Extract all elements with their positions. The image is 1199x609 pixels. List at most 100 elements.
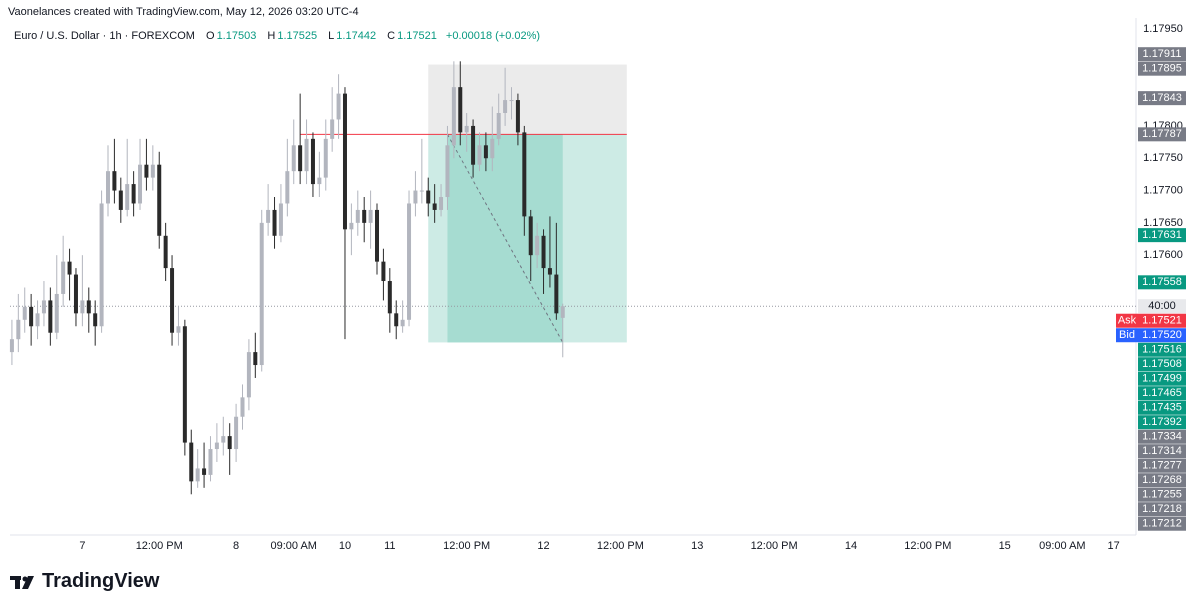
candle-body: [240, 397, 245, 417]
x-tick-label: 09:00 AM: [1039, 540, 1085, 552]
candle-body: [528, 216, 533, 256]
candle-body: [182, 326, 187, 443]
candle-body: [554, 274, 559, 314]
candle-body: [323, 138, 328, 178]
candle-body: [105, 171, 110, 204]
price-label-bg: [1138, 458, 1186, 473]
candle-body: [29, 306, 34, 327]
candle-body: [464, 125, 469, 133]
x-tick-label: 11: [384, 540, 395, 552]
candle-body: [86, 300, 91, 314]
legend: Euro / U.S. Dollar · 1h · FOREXCOM O 1.17…: [14, 30, 542, 42]
candle-body: [272, 209, 277, 236]
x-tick-label: 12:00 PM: [751, 540, 798, 552]
price-label: 1.17516: [1142, 344, 1182, 356]
candle-body: [208, 449, 213, 475]
x-tick-label: 12:00 PM: [443, 540, 490, 552]
candle-body: [80, 300, 85, 314]
candle-body: [317, 177, 322, 185]
candle-body: [259, 222, 264, 366]
price-label-bg: [1138, 487, 1186, 502]
candle-body: [48, 300, 53, 333]
candle-body: [278, 203, 283, 236]
candle-body: [522, 132, 527, 217]
candle-body: [266, 209, 271, 223]
y-tick-label: 1.17600: [1143, 249, 1183, 261]
legend-key: C: [387, 30, 396, 42]
price-label: 1.17218: [1142, 503, 1182, 515]
legend-key: L: [328, 30, 335, 42]
price-label: 1.17631: [1142, 229, 1182, 241]
candle-body: [291, 145, 296, 172]
price-label-bg: [1138, 516, 1186, 531]
legend-value: 1.17525: [277, 30, 318, 42]
candle-body: [560, 306, 565, 318]
candle-body: [144, 164, 149, 178]
price-label-bg: [1138, 127, 1186, 142]
candle-body: [515, 100, 520, 133]
candle-body: [407, 203, 412, 320]
candle-body: [61, 261, 66, 294]
price-label: 1.17435: [1142, 402, 1182, 414]
price-label: 1.17843: [1142, 92, 1182, 104]
price-label-bg: [1138, 444, 1186, 459]
candle-body: [477, 145, 482, 165]
x-tick-label: 10: [339, 540, 351, 552]
price-tag-bg: [1116, 313, 1138, 328]
candle-body: [496, 112, 501, 139]
price-label-bg: [1138, 275, 1186, 290]
y-tick-label: 1.17750: [1143, 152, 1183, 164]
price-label-bg: [1138, 61, 1186, 76]
legend-key: H: [267, 30, 276, 42]
candle-body: [285, 171, 290, 204]
candle-body: [362, 209, 367, 223]
legend-change: +0.00018 (+0.02%): [445, 30, 541, 42]
candle-body: [432, 203, 437, 210]
price-label: 1.17558: [1142, 276, 1182, 288]
price-label-bg: [1138, 386, 1186, 401]
x-tick-label: 15: [999, 540, 1011, 552]
price-label: 1.17314: [1142, 445, 1182, 457]
candle-body: [426, 190, 431, 204]
candle-body: [246, 352, 251, 398]
countdown-bg: [1138, 299, 1186, 314]
candle-body: [419, 190, 424, 192]
price-label-bg: [1138, 357, 1186, 372]
price-label: 1.17787: [1142, 128, 1182, 140]
candle-body: [138, 164, 143, 204]
legend-value: 1.17442: [336, 30, 377, 42]
price-label: 1.17268: [1142, 474, 1182, 486]
y-tick-label: 1.17950: [1143, 23, 1183, 35]
candle-body: [490, 138, 495, 159]
trade-path: [447, 134, 564, 343]
candle-body: [41, 300, 46, 314]
y-tick-label: 1.17650: [1143, 217, 1183, 229]
price-label: 1.17508: [1142, 358, 1182, 370]
price-label-bg: [1138, 328, 1186, 343]
price-label: 1.17911: [1143, 48, 1182, 60]
legend-key: O: [206, 30, 215, 42]
candle-body: [330, 119, 335, 139]
candle-body: [503, 100, 508, 113]
candle-body: [310, 138, 315, 185]
x-tick-label: 8: [233, 540, 239, 552]
price-label-bg: [1138, 91, 1186, 106]
candle-body: [163, 235, 168, 269]
price-label: 1.17521: [1142, 315, 1182, 327]
candle-body: [221, 436, 226, 443]
price-label: 1.17255: [1142, 489, 1182, 501]
candle-body: [189, 442, 194, 482]
price-label: 1.17499: [1142, 373, 1182, 385]
candle-body: [73, 274, 78, 314]
candle-body: [541, 235, 546, 269]
candle-body: [458, 87, 463, 133]
price-tag: Bid: [1119, 329, 1135, 341]
price-label: 1.17520: [1142, 329, 1182, 341]
candle-body: [400, 319, 405, 327]
price-label-bg: [1138, 371, 1186, 386]
candle-body: [336, 93, 341, 120]
countdown: 40:00: [1148, 300, 1176, 312]
price-tag: Ask: [1118, 315, 1137, 327]
candle-body: [9, 339, 14, 353]
